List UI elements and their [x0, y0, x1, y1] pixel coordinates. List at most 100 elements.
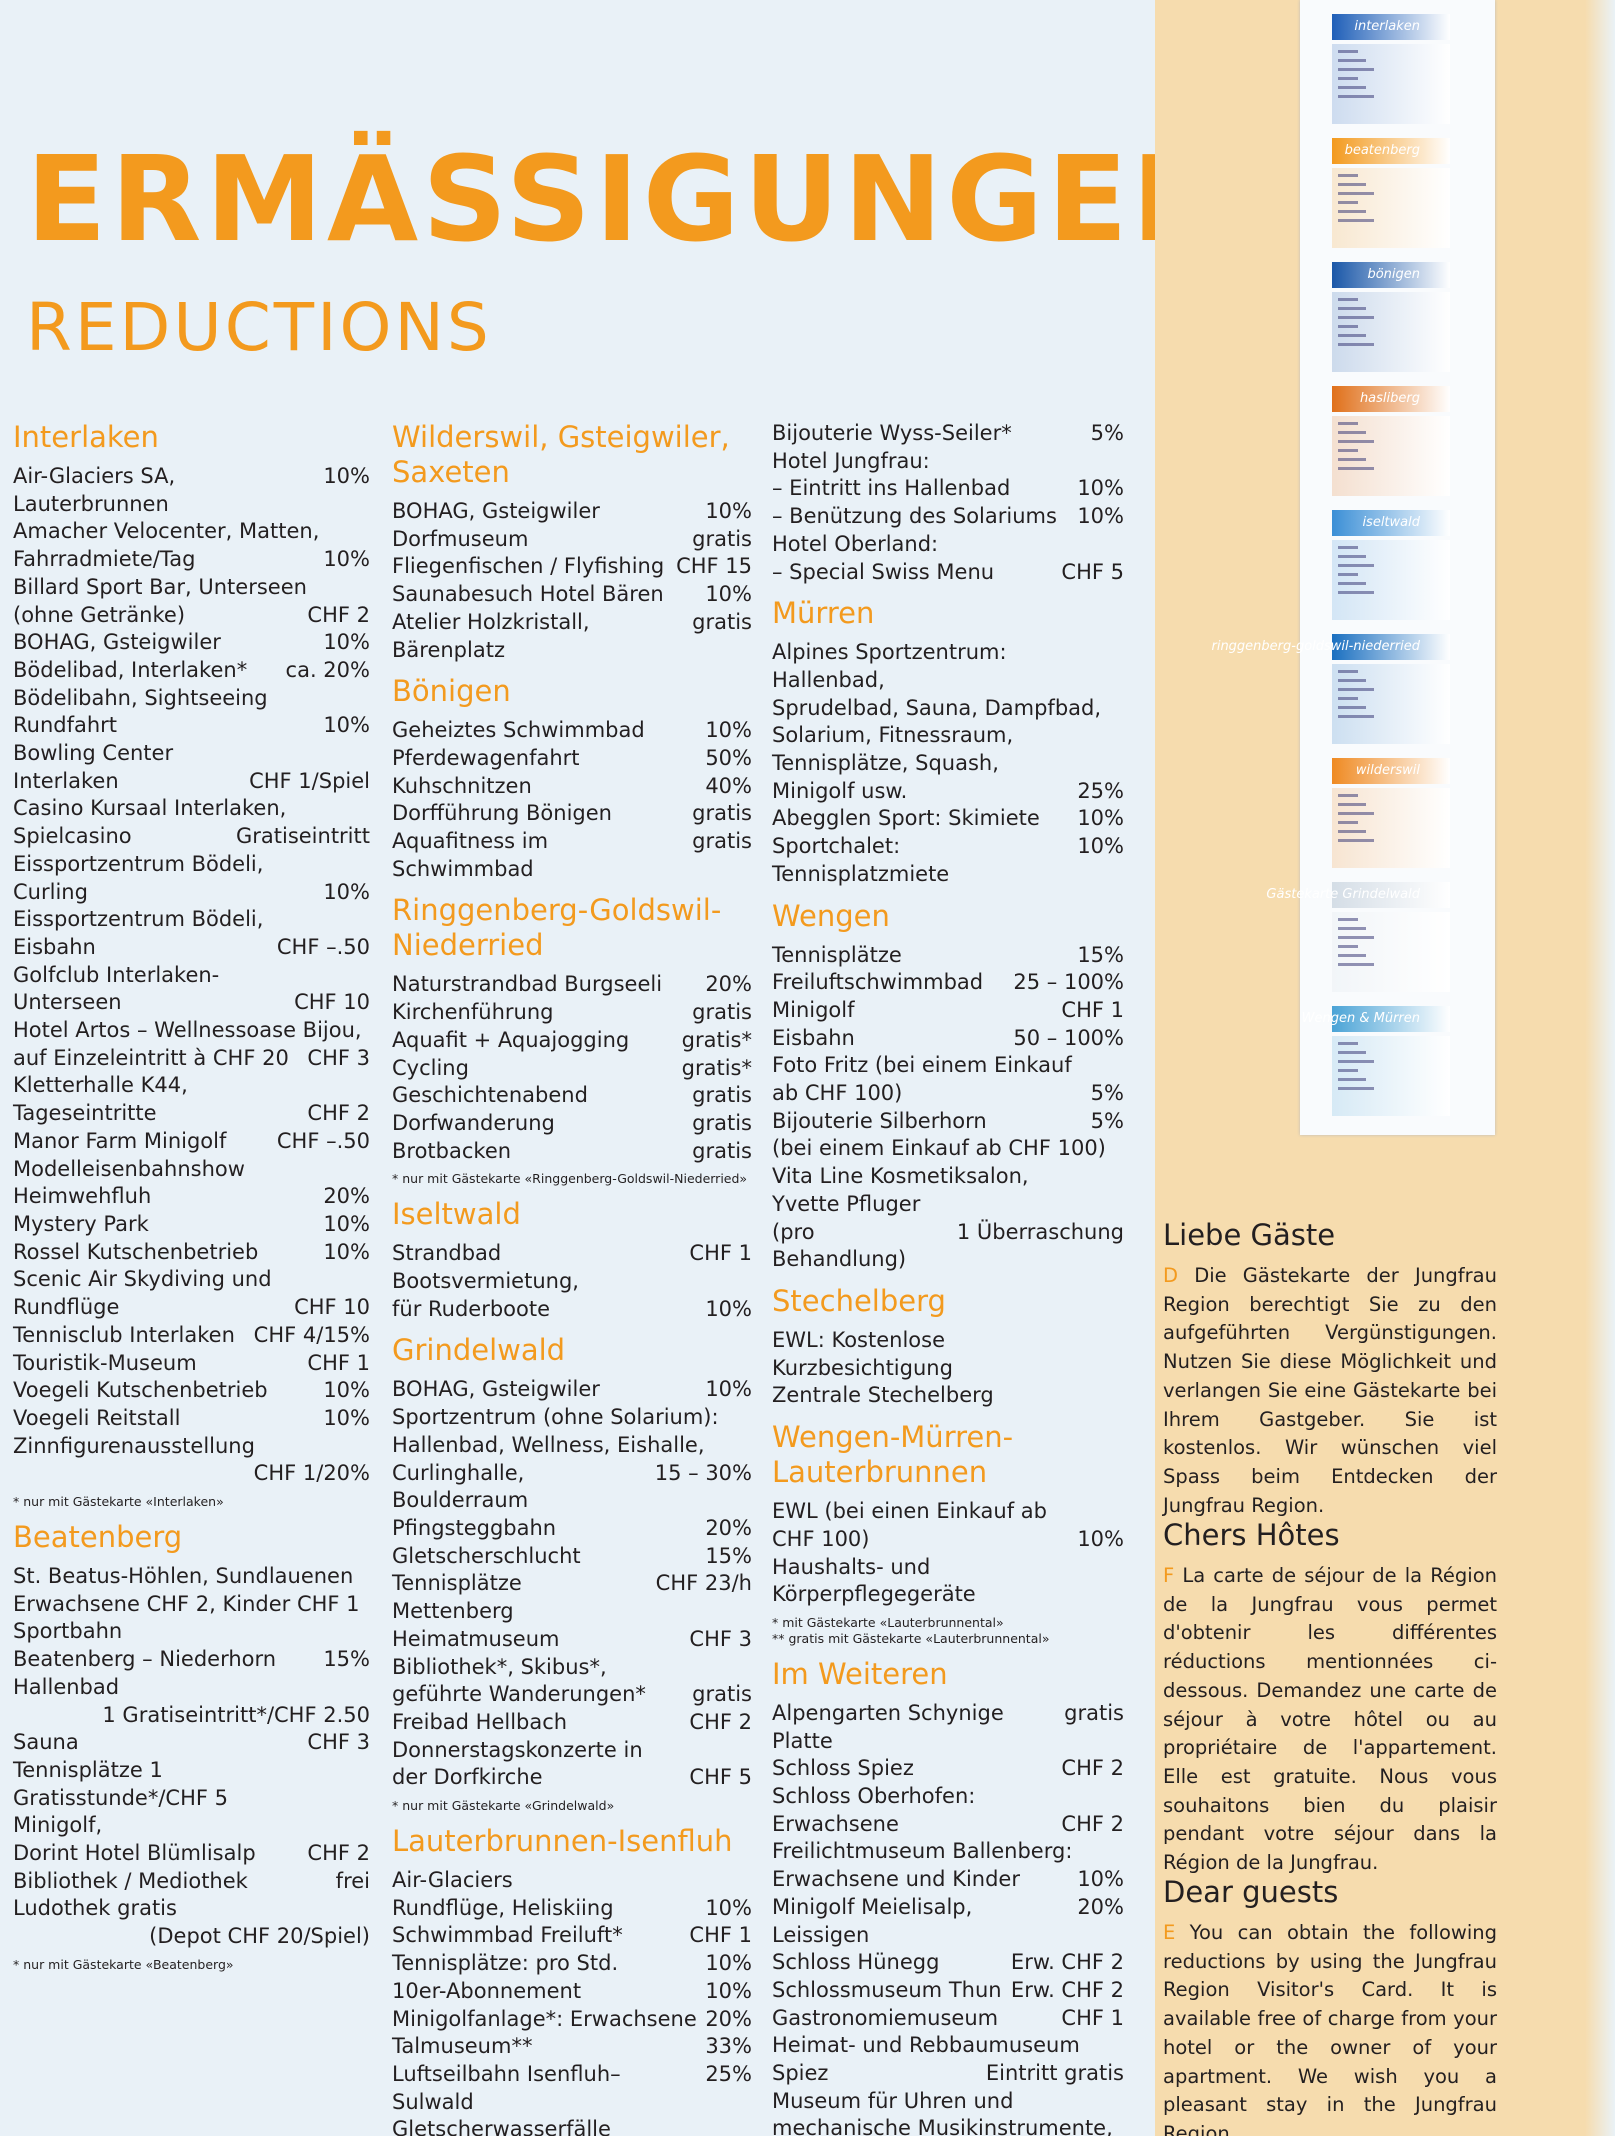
reduction-value: gratis: [692, 1682, 752, 1707]
reduction-row: Abegglen Sport: Skimiete 10%: [772, 805, 1124, 833]
language-marker: F: [1163, 1564, 1175, 1587]
reduction-name: Schloss Oberhofen:: [772, 1784, 976, 1809]
reduction-name: Touristik-Museum: [13, 1350, 197, 1375]
reduction-value: 25%: [1077, 778, 1124, 803]
reduction-row: Fahrradmiete/Tag 10%: [13, 546, 370, 574]
reduction-row: (pro Behandlung) 1 Überraschung: [772, 1219, 1124, 1274]
greeting-text: F La carte de séjour de la Région de la …: [1163, 1562, 1497, 1878]
greeting-heading: Liebe Gäste: [1163, 1218, 1336, 1252]
reduction-row: Tennisclub Interlaken CHF 4/15%: [13, 1322, 370, 1350]
reduction-name: Sportbahn: [13, 1619, 123, 1644]
reduction-row: Erwachsene und Kinder 10%: [772, 1866, 1124, 1894]
reduction-row: Billard Sport Bar, Unterseen: [13, 574, 370, 602]
greeting-heading: Chers Hôtes: [1163, 1518, 1340, 1552]
footnote: * nur mit Gästekarte «Interlaken»: [13, 1494, 224, 1510]
reduction-row: Erwachsene CHF 2: [772, 1811, 1124, 1839]
reduction-row: Schwimmbad Freiluft* CHF 1: [392, 1922, 752, 1950]
reduction-value: CHF 3: [307, 1045, 370, 1070]
reduction-row: Tageseintritte CHF 2: [13, 1100, 370, 1128]
reduction-name: Hotel Jungfrau:: [772, 448, 930, 473]
reduction-row: Geheiztes Schwimmbad 10%: [392, 717, 752, 745]
reduction-value: 10%: [705, 1895, 752, 1920]
reduction-value: CHF 2: [1061, 1756, 1124, 1781]
reduction-value: gratis*: [681, 1055, 752, 1080]
reduction-name: Air-Glaciers SA, Lauterbrunnen: [13, 464, 176, 516]
greeting-body: Die Gästekarte der Jungfrau Region berec…: [1163, 1264, 1497, 1517]
reduction-name: Sportzentrum (ohne Solarium):: [392, 1405, 719, 1430]
guest-card-image: wilderswil: [1332, 758, 1450, 868]
reduction-row: Rossel Kutschenbetrieb 10%: [13, 1239, 370, 1267]
reduction-name: Spielcasino: [13, 824, 132, 849]
reduction-name: Minigolf Meielisalp, Leissigen: [772, 1894, 973, 1947]
reduction-row: Rundfahrt 10%: [13, 712, 370, 740]
reduction-name: Fliegenfischen / Flyfishing: [392, 554, 665, 579]
section-title: Grindelwald: [392, 1333, 566, 1368]
guest-card-image: ringgenberg-goldswil-niederried: [1211, 634, 1450, 744]
reduction-name: Aquafitness im Schwimmbad: [392, 829, 549, 881]
reduction-value: 10%: [1077, 476, 1124, 501]
reduction-value: 5%: [1090, 421, 1124, 445]
reduction-value: 10%: [1077, 806, 1124, 831]
reduction-name: BOHAG, Gsteigwiler: [13, 630, 221, 655]
reduction-name: Eissportzentrum Bödeli,: [13, 907, 264, 932]
reduction-row: Hallenbad: [13, 1674, 370, 1702]
reduction-value: 10%: [323, 1239, 370, 1264]
reduction-row: der Dorfkirche CHF 5: [392, 1764, 752, 1792]
reduction-row: Geschichtenabend gratis: [392, 1082, 752, 1110]
reduction-name: Donnerstagskonzerte in: [392, 1737, 643, 1762]
reduction-name: Geheiztes Schwimmbad: [392, 718, 645, 743]
reduction-value: 10%: [705, 1978, 752, 2003]
reduction-name: Curling: [13, 879, 88, 904]
reduction-row: Bödelibahn, Sightseeing: [13, 685, 370, 713]
reduction-value: CHF 5: [689, 1765, 752, 1790]
reduction-name: mechanische Musikinstrumente,: [772, 2116, 1113, 2136]
reduction-value: CHF 1: [1061, 2005, 1124, 2030]
reduction-row: Minigolf,: [13, 1812, 370, 1840]
reduction-value: CHF –.50: [276, 934, 370, 959]
reduction-value: 1 Überraschung: [956, 1219, 1124, 1244]
sidebar-edge: [1585, 0, 1615, 2136]
reduction-row: Atelier Holzkristall, Bärenplatz gratis: [392, 609, 752, 664]
reduction-value: 10%: [323, 713, 370, 738]
reduction-value: 50%: [705, 745, 752, 770]
reduction-name: Kletterhalle K44,: [13, 1073, 188, 1098]
reduction-name: Vita Line Kosmetiksalon,: [772, 1164, 1029, 1189]
section-title: Stechelberg: [772, 1283, 946, 1318]
reduction-row: Gletscherwasserfälle: [392, 2116, 752, 2136]
reduction-name: Minigolf usw.: [772, 778, 908, 803]
reduction-row: Dorfmuseum gratis: [392, 526, 752, 554]
reduction-name: Gastronomiemuseum: [772, 2005, 999, 2030]
reduction-row: Hallenbad, Wellness, Eishalle,: [392, 1432, 752, 1460]
guest-card-name: ringgenberg-goldswil-niederried: [1211, 639, 1420, 654]
reduction-value: 15%: [1077, 942, 1124, 967]
reduction-value: CHF 23/h: [655, 1571, 752, 1596]
reduction-name: Eissportzentrum Bödeli,: [13, 851, 264, 876]
reduction-name: Amacher Velocenter, Matten,: [13, 519, 320, 544]
reduction-value: CHF 4/15%: [253, 1322, 370, 1347]
reduction-name: Haushalts- und Körperpflegegeräte: [772, 1554, 976, 1607]
section-title: Interlaken: [13, 420, 159, 454]
reduction-value: gratis: [692, 829, 752, 854]
reduction-name: Talmuseum**: [392, 2034, 533, 2059]
reduction-value: 10%: [323, 464, 370, 488]
reduction-value: (Depot CHF 20/Spiel): [149, 1924, 370, 1949]
section-title: Im Weiteren: [772, 1656, 948, 1691]
reduction-row: ab CHF 100) 5%: [772, 1080, 1124, 1108]
reduction-name: Billard Sport Bar, Unterseen: [13, 574, 307, 599]
reduction-row: Spiez Eintritt gratis: [772, 2060, 1124, 2088]
guest-card-name: wilderswil: [1355, 763, 1420, 778]
reduction-row: auf Einzeleintritt à CHF 20 CHF 3: [13, 1045, 370, 1073]
reduction-name: Air-Glaciers: [392, 1868, 513, 1893]
reduction-row: Freilichtmuseum Ballenberg:: [772, 1838, 1124, 1866]
reduction-name: Schwimmbad Freiluft*: [392, 1923, 623, 1948]
reduction-row: Hotel Oberland:: [772, 531, 1124, 559]
reduction-row: geführte Wanderungen* gratis: [392, 1681, 752, 1709]
reduction-value: CHF 10: [294, 1295, 370, 1320]
reduction-name: Alpines Sportzentrum: Hallenbad,: [772, 640, 1007, 692]
reduction-value: gratis: [692, 609, 752, 634]
footnote: * mit Gästekarte «Lauterbrunnental» ** g…: [772, 1614, 1050, 1646]
reduction-row: BOHAG, Gsteigwiler 10%: [13, 629, 370, 657]
guest-card-name: Wengen & Mürren: [1301, 1011, 1420, 1026]
language-marker: E: [1163, 1921, 1176, 1944]
reduction-row: Cycling gratis*: [392, 1055, 752, 1083]
